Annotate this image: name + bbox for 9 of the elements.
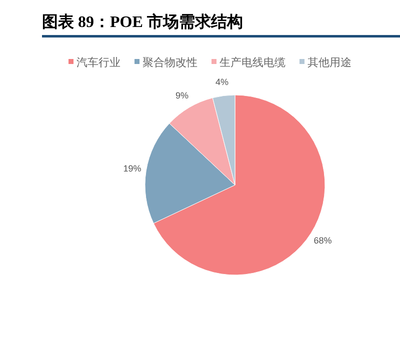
legend-label: 其他用途	[308, 56, 352, 69]
chart-title: 图表 89：POE 市场需求结构	[42, 13, 243, 31]
data-label: 4%	[215, 76, 228, 87]
legend-label: 聚合物改性	[142, 56, 198, 69]
data-label: 68%	[314, 236, 332, 246]
legend-label: 汽车行业	[76, 56, 120, 69]
data-label: 19%	[123, 164, 142, 174]
data-label: 9%	[176, 90, 189, 100]
legend-label: 生产电线电缆	[220, 56, 286, 69]
